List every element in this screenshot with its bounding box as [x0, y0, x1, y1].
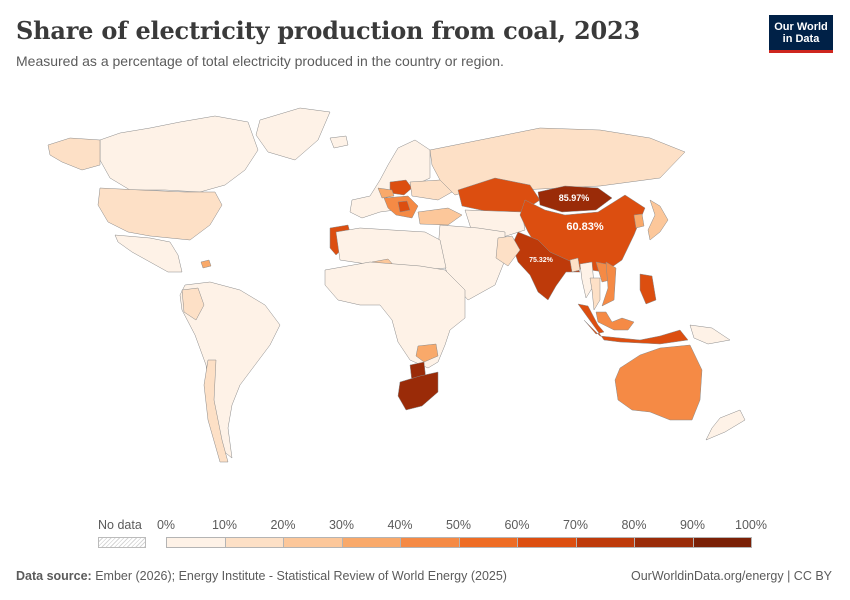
legend-bin[interactable]	[400, 537, 460, 548]
region-russia[interactable]	[429, 127, 686, 196]
owid-logo[interactable]: Our World in Data	[769, 15, 833, 53]
legend-bin[interactable]	[692, 537, 752, 548]
region-australia[interactable]	[614, 344, 703, 421]
chart-title: Share of electricity production from coa…	[16, 16, 640, 45]
legend-tick-label: 40%	[387, 518, 413, 532]
legend-bin[interactable]	[634, 537, 694, 548]
region-vietnam[interactable]	[601, 261, 617, 307]
color-legend: No data 0% 10% 20% 30% 40% 50% 60% 70% 80% 90% 100…	[0, 515, 850, 555]
region-myanmar[interactable]	[579, 261, 595, 299]
region-greenland[interactable]	[255, 107, 331, 161]
map-label-india: 75.32%	[529, 257, 554, 264]
legend-bin[interactable]	[166, 537, 226, 548]
region-pakistan[interactable]	[495, 235, 521, 267]
region-dominican-republic[interactable]	[200, 259, 212, 269]
legend-tick-label: 60%	[504, 518, 530, 532]
region-papua-new-guinea[interactable]	[689, 324, 731, 345]
region-japan[interactable]	[647, 199, 669, 241]
legend-bin[interactable]	[224, 537, 284, 548]
legend-no-data-label: No data	[98, 518, 142, 532]
legend-tick-label: 70%	[562, 518, 589, 532]
legend-tick-label: 80%	[621, 518, 647, 532]
region-india[interactable]	[511, 231, 581, 301]
region-thailand[interactable]	[589, 277, 601, 311]
logo-line-1: Our World	[774, 21, 828, 33]
region-canada[interactable]	[99, 115, 259, 193]
legend-bin[interactable]	[458, 537, 518, 548]
logo-line-2: in Data	[782, 33, 820, 45]
owid-attribution-link[interactable]: OurWorldinData.org/energy | CC BY	[630, 569, 832, 583]
region-chile[interactable]	[203, 359, 229, 463]
region-united-states[interactable]	[97, 187, 223, 241]
chart-subtitle: Measured as a percentage of total electr…	[16, 53, 504, 69]
region-indonesia[interactable]	[577, 303, 689, 345]
region-new-zealand[interactable]	[705, 409, 746, 441]
map-label-china: 60.83%	[566, 221, 604, 233]
data-source-note: Data source: Ember (2026); Energy Instit…	[16, 569, 507, 583]
region-south-africa[interactable]	[397, 371, 439, 411]
region-sub-saharan-africa[interactable]	[324, 261, 466, 369]
region-iceland[interactable]	[329, 135, 349, 149]
region-south-korea[interactable]	[633, 213, 645, 229]
region-south-america[interactable]	[179, 281, 281, 459]
world-map[interactable]: 85.97% 60.83% 75.32%	[0, 85, 850, 510]
region-serbia[interactable]	[397, 200, 411, 213]
legend-bin[interactable]	[283, 537, 343, 548]
region-turkey[interactable]	[417, 207, 463, 226]
region-zimbabwe[interactable]	[415, 343, 439, 363]
legend-tick-label: 10%	[211, 518, 238, 532]
legend-bin[interactable]	[575, 537, 635, 548]
legend-tick-label: 100%	[735, 518, 767, 532]
data-source-text: Ember (2026); Energy Institute - Statist…	[95, 569, 507, 583]
legend-tick-label: 0%	[156, 518, 176, 532]
region-bangladesh[interactable]	[569, 257, 581, 273]
map-regions	[47, 107, 746, 463]
legend-tick-label: 20%	[270, 518, 296, 532]
legend-tick-label: 50%	[445, 518, 472, 532]
region-mexico[interactable]	[114, 234, 183, 273]
region-alaska[interactable]	[47, 137, 101, 171]
legend-bin[interactable]	[341, 537, 401, 548]
map-value-labels: 85.97% 60.83% 75.32%	[529, 193, 604, 264]
legend-tick-label: 90%	[679, 518, 706, 532]
region-malaysia[interactable]	[595, 311, 635, 331]
legend-no-data-swatch[interactable]	[98, 537, 146, 548]
legend-bin[interactable]	[517, 537, 577, 548]
data-source-label: Data source:	[16, 569, 92, 583]
region-philippines[interactable]	[639, 273, 657, 305]
region-mongolia[interactable]	[537, 185, 613, 213]
region-north-africa[interactable]	[335, 227, 447, 271]
region-ukraine[interactable]	[409, 179, 453, 201]
region-czechia[interactable]	[377, 187, 395, 199]
map-label-mongolia: 85.97%	[559, 193, 590, 203]
region-colombia[interactable]	[181, 287, 205, 321]
legend-tick-label: 30%	[328, 518, 355, 532]
